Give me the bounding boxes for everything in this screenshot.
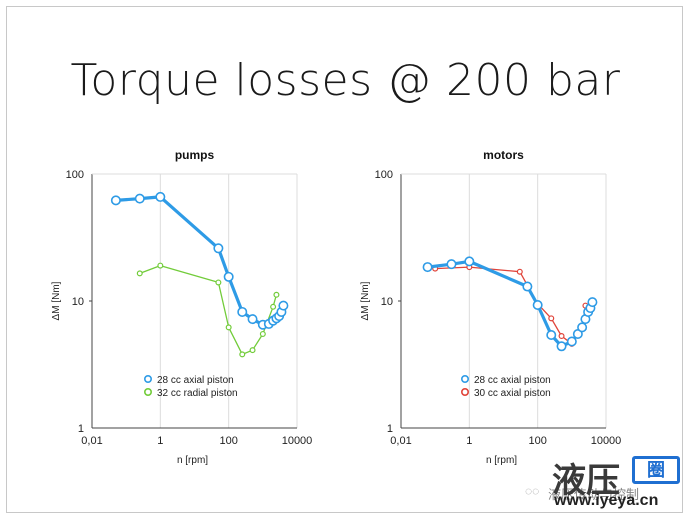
chart2-series-1-point (546, 329, 557, 340)
chart2-x-tick-label: 10000 (591, 435, 622, 447)
chart1-legend-2-label: 32 cc radial piston (157, 388, 238, 399)
chart2-y-tick-label: 100 (375, 169, 393, 181)
chart2-x-tick-label: 0,01 (390, 435, 411, 447)
chart1-y-tick-label: 1 (78, 423, 84, 435)
chart1-legend-1-label: 28 cc axial piston (157, 375, 234, 386)
chart1-series-2-point (136, 270, 143, 277)
chart1-series-2-point (239, 351, 246, 358)
chart1-series-1-point (247, 314, 258, 325)
chart2-series-1-point (587, 297, 598, 308)
watermark-logo: 液压 (552, 461, 620, 501)
chart2-series-2-point (548, 315, 555, 322)
chart2-series-1-point (577, 322, 588, 333)
chart1-series-1-line (115, 195, 285, 327)
chart2-series-1-point (422, 262, 433, 273)
chart1-series-1-point (110, 195, 121, 206)
chart2-y-axis-label: ΔM [Nm] (360, 281, 371, 320)
chart2-title: motors (483, 148, 524, 162)
chart2-x-tick-label: 100 (528, 435, 546, 447)
chart2-series-2-point (516, 268, 523, 275)
chart2-series-1-point (446, 259, 457, 270)
chart2-legend-1-marker (460, 374, 469, 383)
chart1-legend-2-marker (144, 387, 153, 396)
chart2-series-1-point (556, 341, 567, 352)
slide-frame (6, 6, 683, 513)
chart1-series-1-point (213, 243, 224, 254)
chart1-series-1-point (237, 306, 248, 317)
chart1-y-axis-label: ΔM [Nm] (51, 281, 62, 320)
chart1-series-2-point (270, 303, 277, 310)
slide-title: Torque losses @ 200 bar (70, 55, 621, 106)
chart2-y-tick-label: 10 (381, 296, 393, 308)
chart1-series-1-point (223, 271, 234, 282)
chart1-series-2-point (157, 262, 164, 269)
chart2-series-2-point (558, 333, 565, 340)
chart1-y-tick-label: 100 (66, 169, 84, 181)
watermark-logo-box: 圈 (632, 456, 680, 484)
chart1-series-2-point (215, 279, 222, 286)
chart2-series-1-line (427, 259, 594, 348)
chart1-series-2-point (259, 330, 266, 337)
chart2-series-1-point (532, 300, 543, 311)
chart1-series-2-point (249, 347, 256, 354)
chart1-x-tick-label: 0,01 (81, 435, 102, 447)
chart1-x-tick-label: 1 (157, 435, 163, 447)
chart1-x-axis-label: n [rpm] (177, 455, 208, 466)
chart1-legend-1-marker (144, 374, 153, 383)
chart1-x-tick-label: 100 (219, 435, 237, 447)
chart1-series-2-point (273, 291, 280, 298)
chart2-series-1-point (464, 256, 475, 267)
chart1-series-1-point (278, 300, 289, 311)
chart1-series-1-point (134, 193, 145, 204)
chart1-y-tick-label: 10 (72, 296, 84, 308)
chart2-series-1-point (566, 336, 577, 347)
chart1-series-2-point (225, 324, 232, 331)
chart2-y-tick-label: 1 (387, 423, 393, 435)
chart2-x-tick-label: 1 (466, 435, 472, 447)
chart2-x-axis-label: n [rpm] (486, 455, 517, 466)
watermark-wechat-text: 液压传动与控制 (548, 487, 640, 502)
chart2-legend-2-marker (460, 387, 469, 396)
wechat-icon: ◌◌ (525, 484, 540, 498)
chart1-series-1-point (155, 191, 166, 202)
chart1-x-tick-label: 10000 (282, 435, 313, 447)
chart2-series-1-point (522, 281, 533, 292)
chart2-legend-2-label: 30 cc axial piston (474, 388, 551, 399)
watermark-url: www.iyeya.cn (554, 492, 659, 509)
chart1-title: pumps (175, 148, 215, 162)
chart2-legend-1-label: 28 cc axial piston (474, 375, 551, 386)
